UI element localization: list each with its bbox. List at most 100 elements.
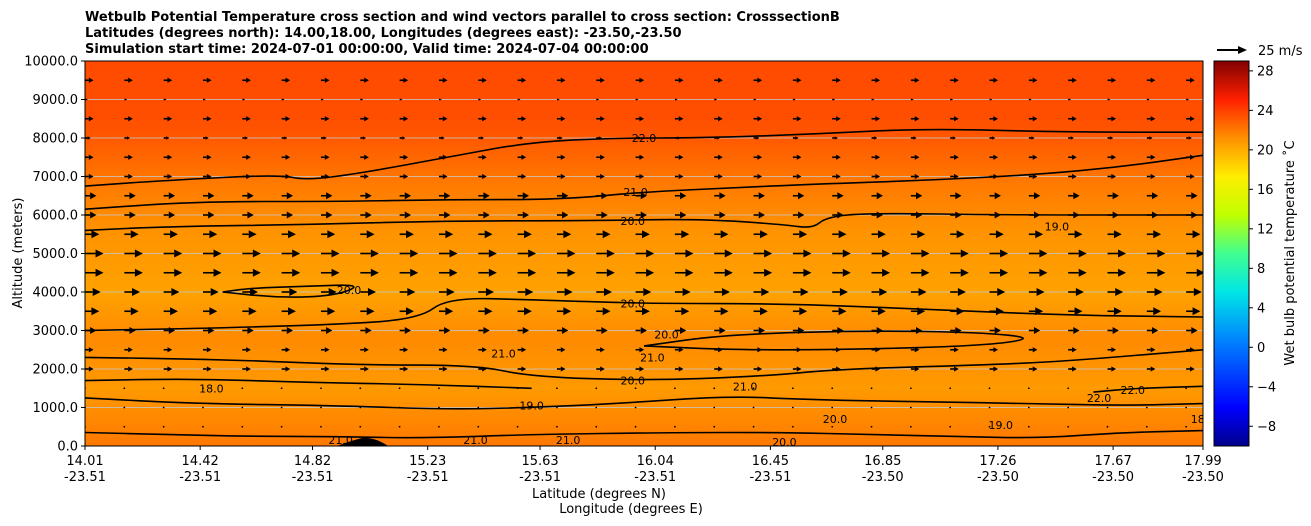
contour-label-20.0: 20.0 (823, 413, 848, 426)
wind-vector (281, 307, 296, 316)
wind-vector (202, 347, 212, 353)
wind-vector (85, 230, 100, 239)
wind-vector-head (324, 366, 330, 372)
wind-vector (478, 154, 487, 160)
wind-vector (360, 211, 372, 219)
wind-vector (950, 288, 966, 296)
wind-vector (202, 327, 215, 334)
x-tick-label-latitude: 15.63 (521, 454, 558, 469)
wind-vector-head (914, 347, 920, 353)
wind-vector (438, 173, 448, 180)
wind-vector-head (799, 307, 808, 316)
wind-vector (871, 249, 891, 258)
wind-vector-head (1148, 98, 1150, 101)
wind-vector (1068, 268, 1087, 277)
wind-vector-head (1032, 366, 1038, 372)
wind-vector (478, 327, 490, 334)
wind-vector (989, 327, 1001, 334)
wind-vector-head (796, 347, 802, 353)
colorbar-label: Wet bulb potential temperature ˚C (1282, 140, 1298, 365)
wind-vector-head (600, 116, 605, 122)
wind-vector-head (601, 192, 608, 200)
wind-vector (1028, 98, 1032, 101)
contour-label-18.0: 18.0 (1191, 413, 1216, 426)
wind-vector (202, 366, 212, 372)
wind-vector (242, 288, 259, 296)
wind-vector (556, 406, 558, 409)
wind-vector (596, 98, 600, 101)
wind-vector-head (403, 77, 409, 83)
wind-vector-head (678, 116, 684, 122)
wind-vector (124, 288, 141, 296)
wind-vector-head (174, 268, 183, 277)
wind-vector (792, 327, 805, 334)
wind-vector-head (603, 288, 612, 296)
x-tick-label-longitude: -23.51 (64, 470, 106, 485)
wind-vector (635, 307, 650, 316)
wind-vector-head (838, 307, 847, 316)
wind-vector (753, 347, 763, 353)
wind-vector-head (126, 136, 131, 140)
wind-vector (674, 173, 684, 180)
x-tick-label-latitude: 14.01 (66, 454, 103, 469)
wind-vector-head (88, 116, 94, 122)
wind-vector-head (167, 77, 173, 83)
wind-vector-head (758, 327, 765, 334)
wind-vector (399, 230, 414, 239)
quiver-key-arrow-head (1238, 46, 1247, 54)
wind-vector-head (957, 288, 966, 296)
wind-vector (202, 387, 204, 390)
wind-vector (1146, 116, 1156, 122)
wind-vector-head (403, 366, 409, 372)
wind-vector (714, 327, 726, 334)
wind-vector-head (1110, 136, 1114, 140)
wind-vector-head (558, 98, 560, 101)
wind-vector-head (639, 77, 645, 83)
wind-vector-head (838, 230, 847, 239)
wind-vector-head (877, 307, 886, 316)
wind-vector (1107, 173, 1117, 180)
wind-vector (831, 387, 834, 390)
wind-vector (714, 347, 723, 353)
wind-vector (1186, 116, 1195, 122)
wind-vector (360, 366, 369, 372)
wind-vector-head (678, 347, 684, 353)
wind-vector-head (132, 288, 141, 296)
colorbar-tick-label: 28 (1257, 64, 1274, 79)
wind-vector (1186, 230, 1201, 239)
wind-vector (517, 366, 527, 372)
wind-vector (753, 366, 763, 372)
quiver-key: 25 m/s (1217, 44, 1303, 59)
contour-label-21.0: 21.0 (463, 434, 488, 447)
wind-vector (517, 268, 537, 277)
wind-vector (124, 249, 143, 258)
wind-vector-head (1112, 327, 1119, 334)
wind-vector (360, 116, 369, 122)
wind-vector-head (914, 77, 920, 83)
wind-vector-head (331, 268, 340, 277)
wind-vector-head (678, 366, 684, 372)
wind-vector (596, 230, 611, 239)
wind-vector-head (1149, 136, 1153, 140)
wind-vector (281, 211, 294, 219)
wind-vector-head (560, 347, 566, 353)
wind-vector (281, 116, 291, 122)
contour-line-21.0 (85, 349, 1203, 381)
wind-vector (517, 154, 527, 160)
wind-vector-head (798, 327, 805, 334)
wind-vector (871, 192, 883, 200)
wind-vector-head (1196, 249, 1203, 258)
wind-vector-head (563, 230, 572, 239)
wind-vector-head (1150, 366, 1156, 372)
wind-vector (242, 268, 261, 277)
wind-vector-head (600, 347, 605, 353)
wind-vector (910, 288, 927, 296)
wind-vector (989, 347, 999, 353)
wind-vector (320, 154, 330, 160)
wind-vector (870, 387, 873, 390)
wind-vector (202, 425, 204, 428)
wind-vector-head (482, 77, 487, 83)
wind-vector-head (718, 366, 723, 372)
wind-vector-head (483, 192, 490, 200)
wind-vector-head (522, 192, 530, 200)
